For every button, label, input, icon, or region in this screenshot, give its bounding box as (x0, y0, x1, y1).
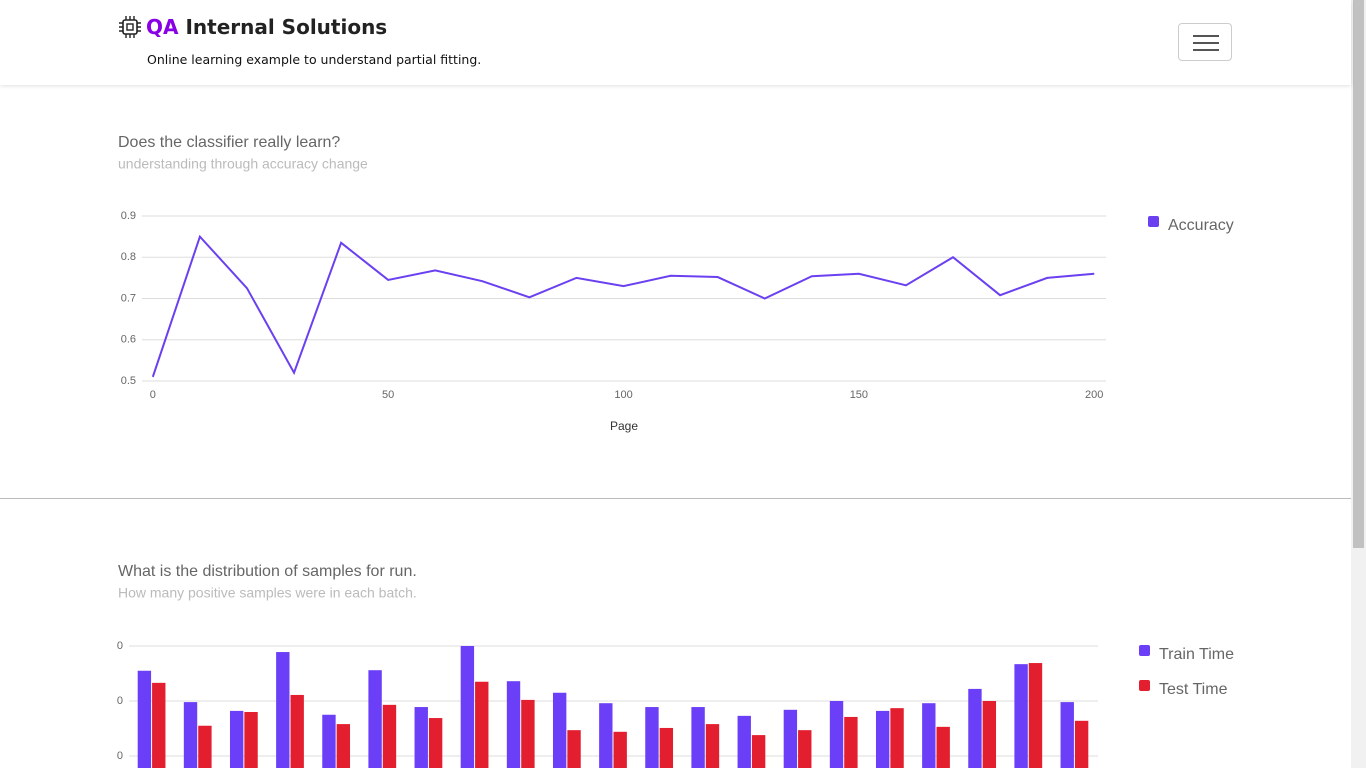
bar (244, 712, 258, 768)
brand[interactable]: QA Internal Solutions (118, 15, 387, 39)
line-series (151, 234, 1095, 378)
chart-subtitle: understanding through accuracy change (118, 156, 368, 172)
bar (798, 730, 812, 768)
x-axis-label: Page (610, 419, 638, 433)
header: QA Internal Solutions Online learning ex… (0, 0, 1351, 85)
bar (460, 646, 475, 768)
x-tick-label: 150 (850, 389, 868, 401)
bar (783, 709, 798, 768)
bar (276, 652, 290, 768)
x-tick-label: 100 (614, 389, 632, 401)
bar (691, 707, 705, 768)
brand-highlight: QA (146, 15, 179, 39)
bar (875, 710, 890, 768)
bar (567, 730, 581, 768)
bar (552, 692, 567, 768)
bar (922, 703, 936, 768)
bar (1014, 664, 1028, 768)
bar (659, 727, 674, 768)
chart-title: Does the classifier really learn? (118, 134, 340, 151)
scrollbar-thumb[interactable] (1353, 0, 1364, 548)
menu-button[interactable] (1178, 23, 1232, 61)
bar (1074, 720, 1089, 768)
legend-swatch (1139, 680, 1150, 691)
chart-title: What is the distribution of samples for … (118, 563, 417, 580)
y-tick-label: 0.6 (121, 334, 136, 346)
x-tick-label: 50 (382, 389, 394, 401)
legend-swatch (1148, 216, 1159, 227)
bar (890, 708, 904, 768)
bar (322, 714, 336, 768)
y-tick-label: 0.5 (121, 375, 136, 387)
brand-name: Internal Solutions (185, 15, 388, 39)
bar (414, 707, 428, 768)
bar (599, 703, 613, 768)
bar (645, 707, 659, 768)
bar (1060, 702, 1074, 768)
chip-icon (119, 16, 141, 38)
bar (844, 716, 858, 768)
legend-label: Accuracy (1168, 217, 1234, 234)
bar (936, 726, 950, 768)
y-tick-label: 0.9 (121, 210, 136, 222)
bar (183, 702, 198, 768)
y-tick-label: 0.8 (121, 251, 136, 263)
bar (982, 701, 997, 768)
scrollbar[interactable] (1351, 0, 1366, 768)
bar (751, 735, 766, 768)
y-tick-label: 0.7 (121, 292, 136, 304)
y-tick-label: 0 (117, 750, 123, 762)
y-tick-label: 0 (117, 640, 123, 652)
chart-subtitle: How many positive samples were in each b… (118, 585, 417, 601)
bar (521, 699, 535, 768)
bar (198, 725, 212, 768)
bar (1028, 663, 1043, 768)
bar (137, 670, 152, 768)
x-tick-label: 0 (150, 389, 156, 401)
bar (705, 724, 720, 768)
y-tick-label: 0 (117, 695, 123, 707)
bar (368, 670, 382, 768)
bar (613, 731, 627, 768)
bar (475, 681, 489, 768)
x-tick-label: 200 (1085, 389, 1103, 401)
legend-label: Test Time (1159, 681, 1228, 698)
bar (229, 710, 244, 768)
legend-label: Train Time (1159, 646, 1234, 663)
tagline: Online learning example to understand pa… (147, 52, 482, 67)
bar (968, 688, 982, 768)
bar (290, 694, 304, 768)
bar (428, 718, 443, 768)
bar (336, 724, 351, 768)
legend-swatch (1139, 645, 1150, 656)
bar (737, 715, 751, 768)
bar (152, 682, 166, 768)
bar (829, 701, 844, 768)
bar (506, 681, 521, 768)
bar (382, 704, 397, 768)
